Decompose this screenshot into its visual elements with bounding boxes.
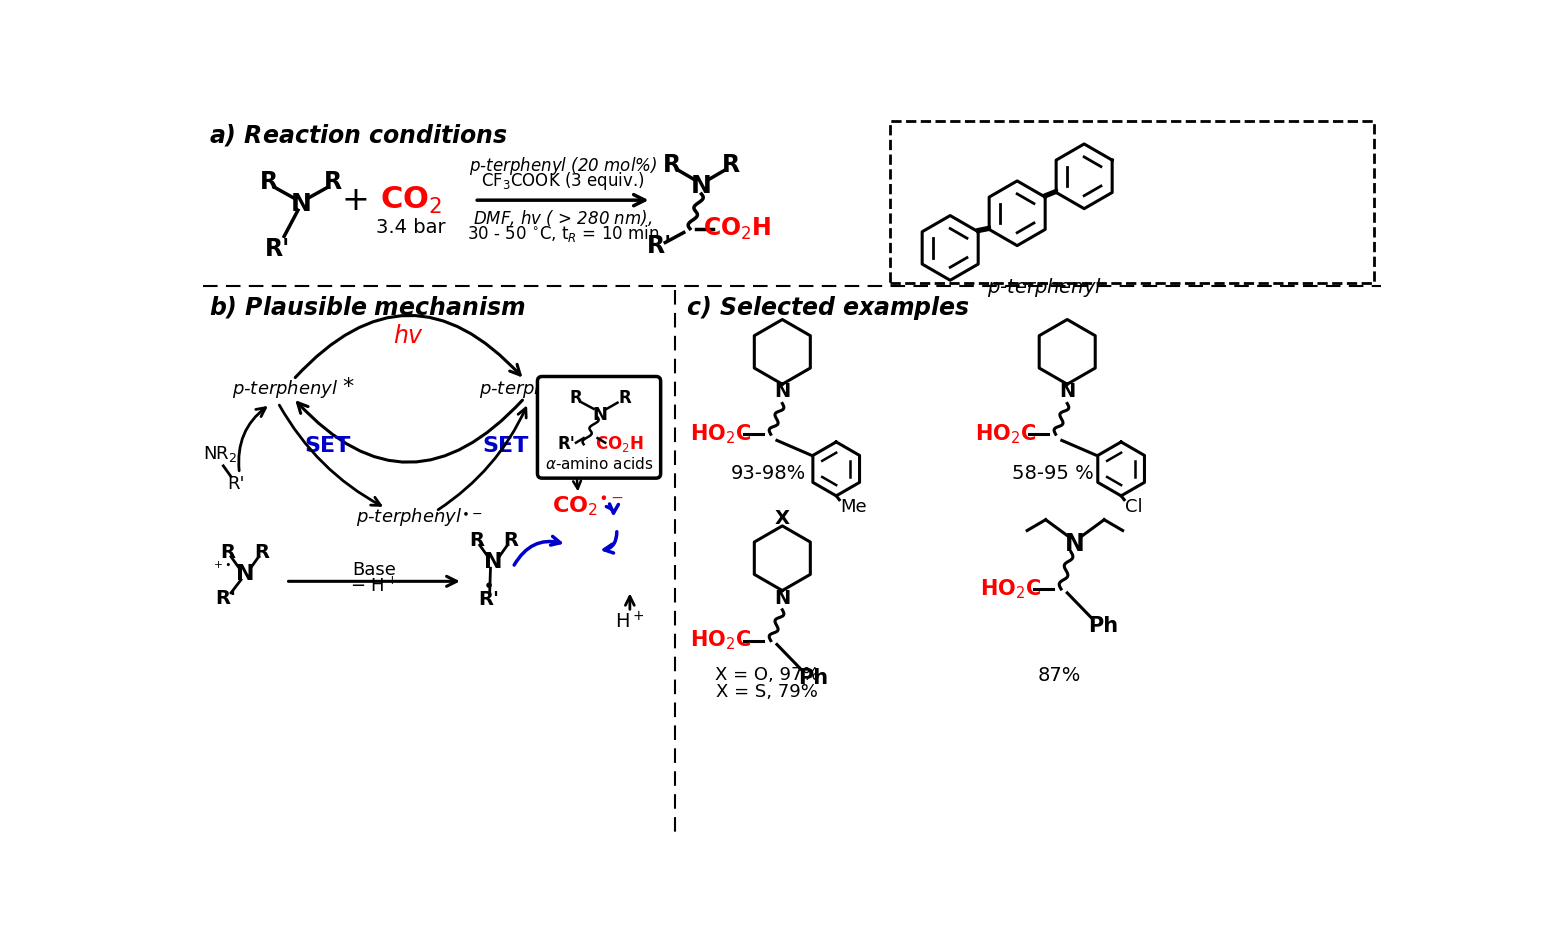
Text: N: N [291,192,311,216]
Text: R': R' [646,234,673,257]
Text: R: R [618,389,631,407]
Text: R: R [663,153,682,176]
Text: N: N [691,174,711,198]
Text: $\bfit{a)}$ $\bfit{Reaction\ conditions}$: $\bfit{a)}$ $\bfit{Reaction\ conditions}… [209,123,507,148]
Text: $p$-terphenyl (20 mol%): $p$-terphenyl (20 mol%) [468,155,657,176]
Text: N: N [775,383,790,402]
FancyBboxPatch shape [538,376,660,478]
Text: CO$_2$: CO$_2$ [553,446,598,470]
Text: $*$: $*$ [342,375,354,395]
Text: X: X [775,508,790,528]
Text: CO$_2$: CO$_2$ [380,185,442,216]
Text: CO$_2$$^{\bullet -}$: CO$_2$$^{\bullet -}$ [552,494,625,518]
Text: HO$_2$C: HO$_2$C [980,577,1042,601]
Text: DMF, $hv$ ( > 280 nm),: DMF, $hv$ ( > 280 nm), [473,207,652,228]
Text: SET: SET [305,436,351,455]
Text: R': R' [215,588,237,607]
Text: R': R' [558,436,575,454]
Text: HO$_2$C: HO$_2$C [690,422,751,446]
Text: R: R [722,153,741,176]
Text: R': R' [227,475,244,493]
Text: H$^+$: H$^+$ [615,611,645,632]
Text: N: N [775,588,790,607]
Text: N: N [235,564,254,584]
Text: N: N [484,552,502,572]
Text: 3.4 bar: 3.4 bar [376,218,445,237]
Text: +: + [342,184,369,217]
Text: $p$-terphenyl: $p$-terphenyl [986,276,1102,299]
Text: R: R [221,542,235,562]
Text: Me: Me [839,499,867,517]
Text: $-$ H$^+$: $-$ H$^+$ [349,576,399,596]
Text: CO$_2$H: CO$_2$H [703,216,771,241]
Text: N: N [1065,533,1085,556]
Text: $\bullet$: $\bullet$ [482,574,493,593]
Text: $\bfit{b)}$ $\bfit{Plausible\ mechanism}$: $\bfit{b)}$ $\bfit{Plausible\ mechanism}… [209,294,526,320]
Text: R: R [468,531,484,550]
Text: $hv$: $hv$ [393,324,425,349]
Text: Cl: Cl [1125,499,1142,517]
Text: $\alpha$-amino acids: $\alpha$-amino acids [544,456,654,472]
Text: R: R [325,171,343,194]
Text: Ph: Ph [798,668,829,687]
Text: R: R [254,542,269,562]
Text: $\bfit{c)}$ $\bfit{Selected\ examples}$: $\bfit{c)}$ $\bfit{Selected\ examples}$ [686,294,971,323]
Text: R: R [260,171,278,194]
Text: 87%: 87% [1037,666,1081,685]
Text: $^{+\bullet}$: $^{+\bullet}$ [213,560,230,575]
Text: $p$-terphenyl: $p$-terphenyl [479,378,586,400]
Text: CO$_2$H: CO$_2$H [595,435,643,455]
Text: CF$_3$COOK (3 equiv.): CF$_3$COOK (3 equiv.) [481,170,645,192]
Text: R': R' [478,589,499,608]
Text: N: N [592,406,608,424]
Bar [890,121,1374,283]
Text: $p$-terphenyl: $p$-terphenyl [356,506,462,528]
Text: 93-98%: 93-98% [731,464,805,483]
Text: NR$_2$: NR$_2$ [203,444,238,464]
Text: $^{\bullet -}$: $^{\bullet -}$ [461,510,482,528]
Text: Base: Base [352,561,396,579]
Text: 30 - 50 $^{\circ}$C, t$_R$ = 10 min: 30 - 50 $^{\circ}$C, t$_R$ = 10 min [467,223,659,244]
Text: X = S, 79%: X = S, 79% [716,683,818,702]
Text: HO$_2$C: HO$_2$C [976,422,1036,446]
Text: R: R [502,531,518,550]
Text: N: N [1059,383,1076,402]
Text: HO$_2$C: HO$_2$C [690,629,751,653]
Text: R': R' [266,237,291,260]
Text: SET: SET [482,436,529,455]
Text: 58-95 %: 58-95 % [1013,464,1095,483]
Text: R: R [569,389,583,407]
Text: Ph: Ph [1088,616,1118,636]
Text: $p$-terphenyl: $p$-terphenyl [232,378,339,400]
Text: X = O, 97%: X = O, 97% [714,667,819,685]
